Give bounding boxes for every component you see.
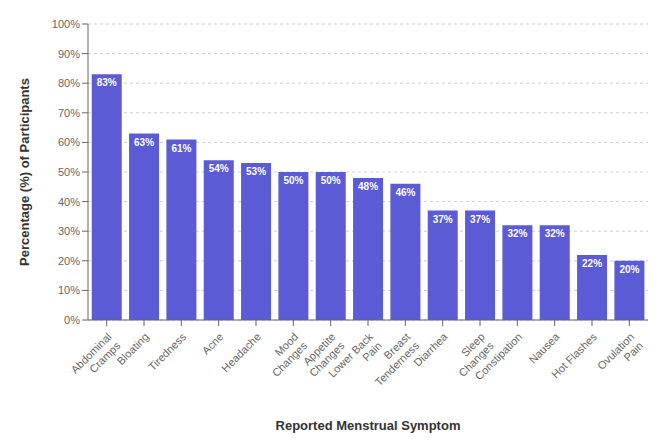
svg-text:40%: 40% [58,196,80,208]
svg-text:Headache: Headache [219,330,263,374]
svg-text:32%: 32% [507,228,527,239]
svg-text:20%: 20% [58,255,80,267]
svg-text:0%: 0% [64,314,80,326]
svg-text:OvulationPain: OvulationPain [595,330,645,380]
svg-text:Acne: Acne [199,330,225,356]
svg-text:83%: 83% [97,77,117,88]
svg-text:46%: 46% [395,187,415,198]
svg-text:50%: 50% [58,166,80,178]
svg-text:70%: 70% [58,107,80,119]
svg-text:53%: 53% [246,166,266,177]
svg-text:100%: 100% [52,18,80,30]
svg-text:60%: 60% [58,136,80,148]
svg-text:20%: 20% [619,264,639,275]
svg-text:32%: 32% [545,228,565,239]
svg-text:Nausea: Nausea [526,330,562,366]
svg-text:Percentage (%) of Participants: Percentage (%) of Participants [17,78,32,266]
svg-text:Tiredness: Tiredness [146,330,189,373]
svg-text:30%: 30% [58,225,80,237]
svg-text:37%: 37% [470,214,490,225]
svg-text:Diarrhea: Diarrhea [411,330,450,369]
svg-text:Hot Flashes: Hot Flashes [549,330,599,380]
svg-text:Bloating: Bloating [114,330,151,367]
svg-text:80%: 80% [58,77,80,89]
svg-text:50%: 50% [283,175,303,186]
svg-text:54%: 54% [209,163,229,174]
svg-text:22%: 22% [582,258,602,269]
svg-text:48%: 48% [358,181,378,192]
svg-text:MoodChanges: MoodChanges [261,330,310,379]
svg-text:61%: 61% [171,143,191,154]
svg-text:Constipation: Constipation [473,330,525,382]
svg-text:10%: 10% [58,284,80,296]
svg-text:37%: 37% [433,214,453,225]
svg-text:63%: 63% [134,137,154,148]
svg-text:Reported Menstrual Symptom: Reported Menstrual Symptom [276,418,461,433]
svg-text:50%: 50% [321,175,341,186]
svg-text:90%: 90% [58,48,80,60]
